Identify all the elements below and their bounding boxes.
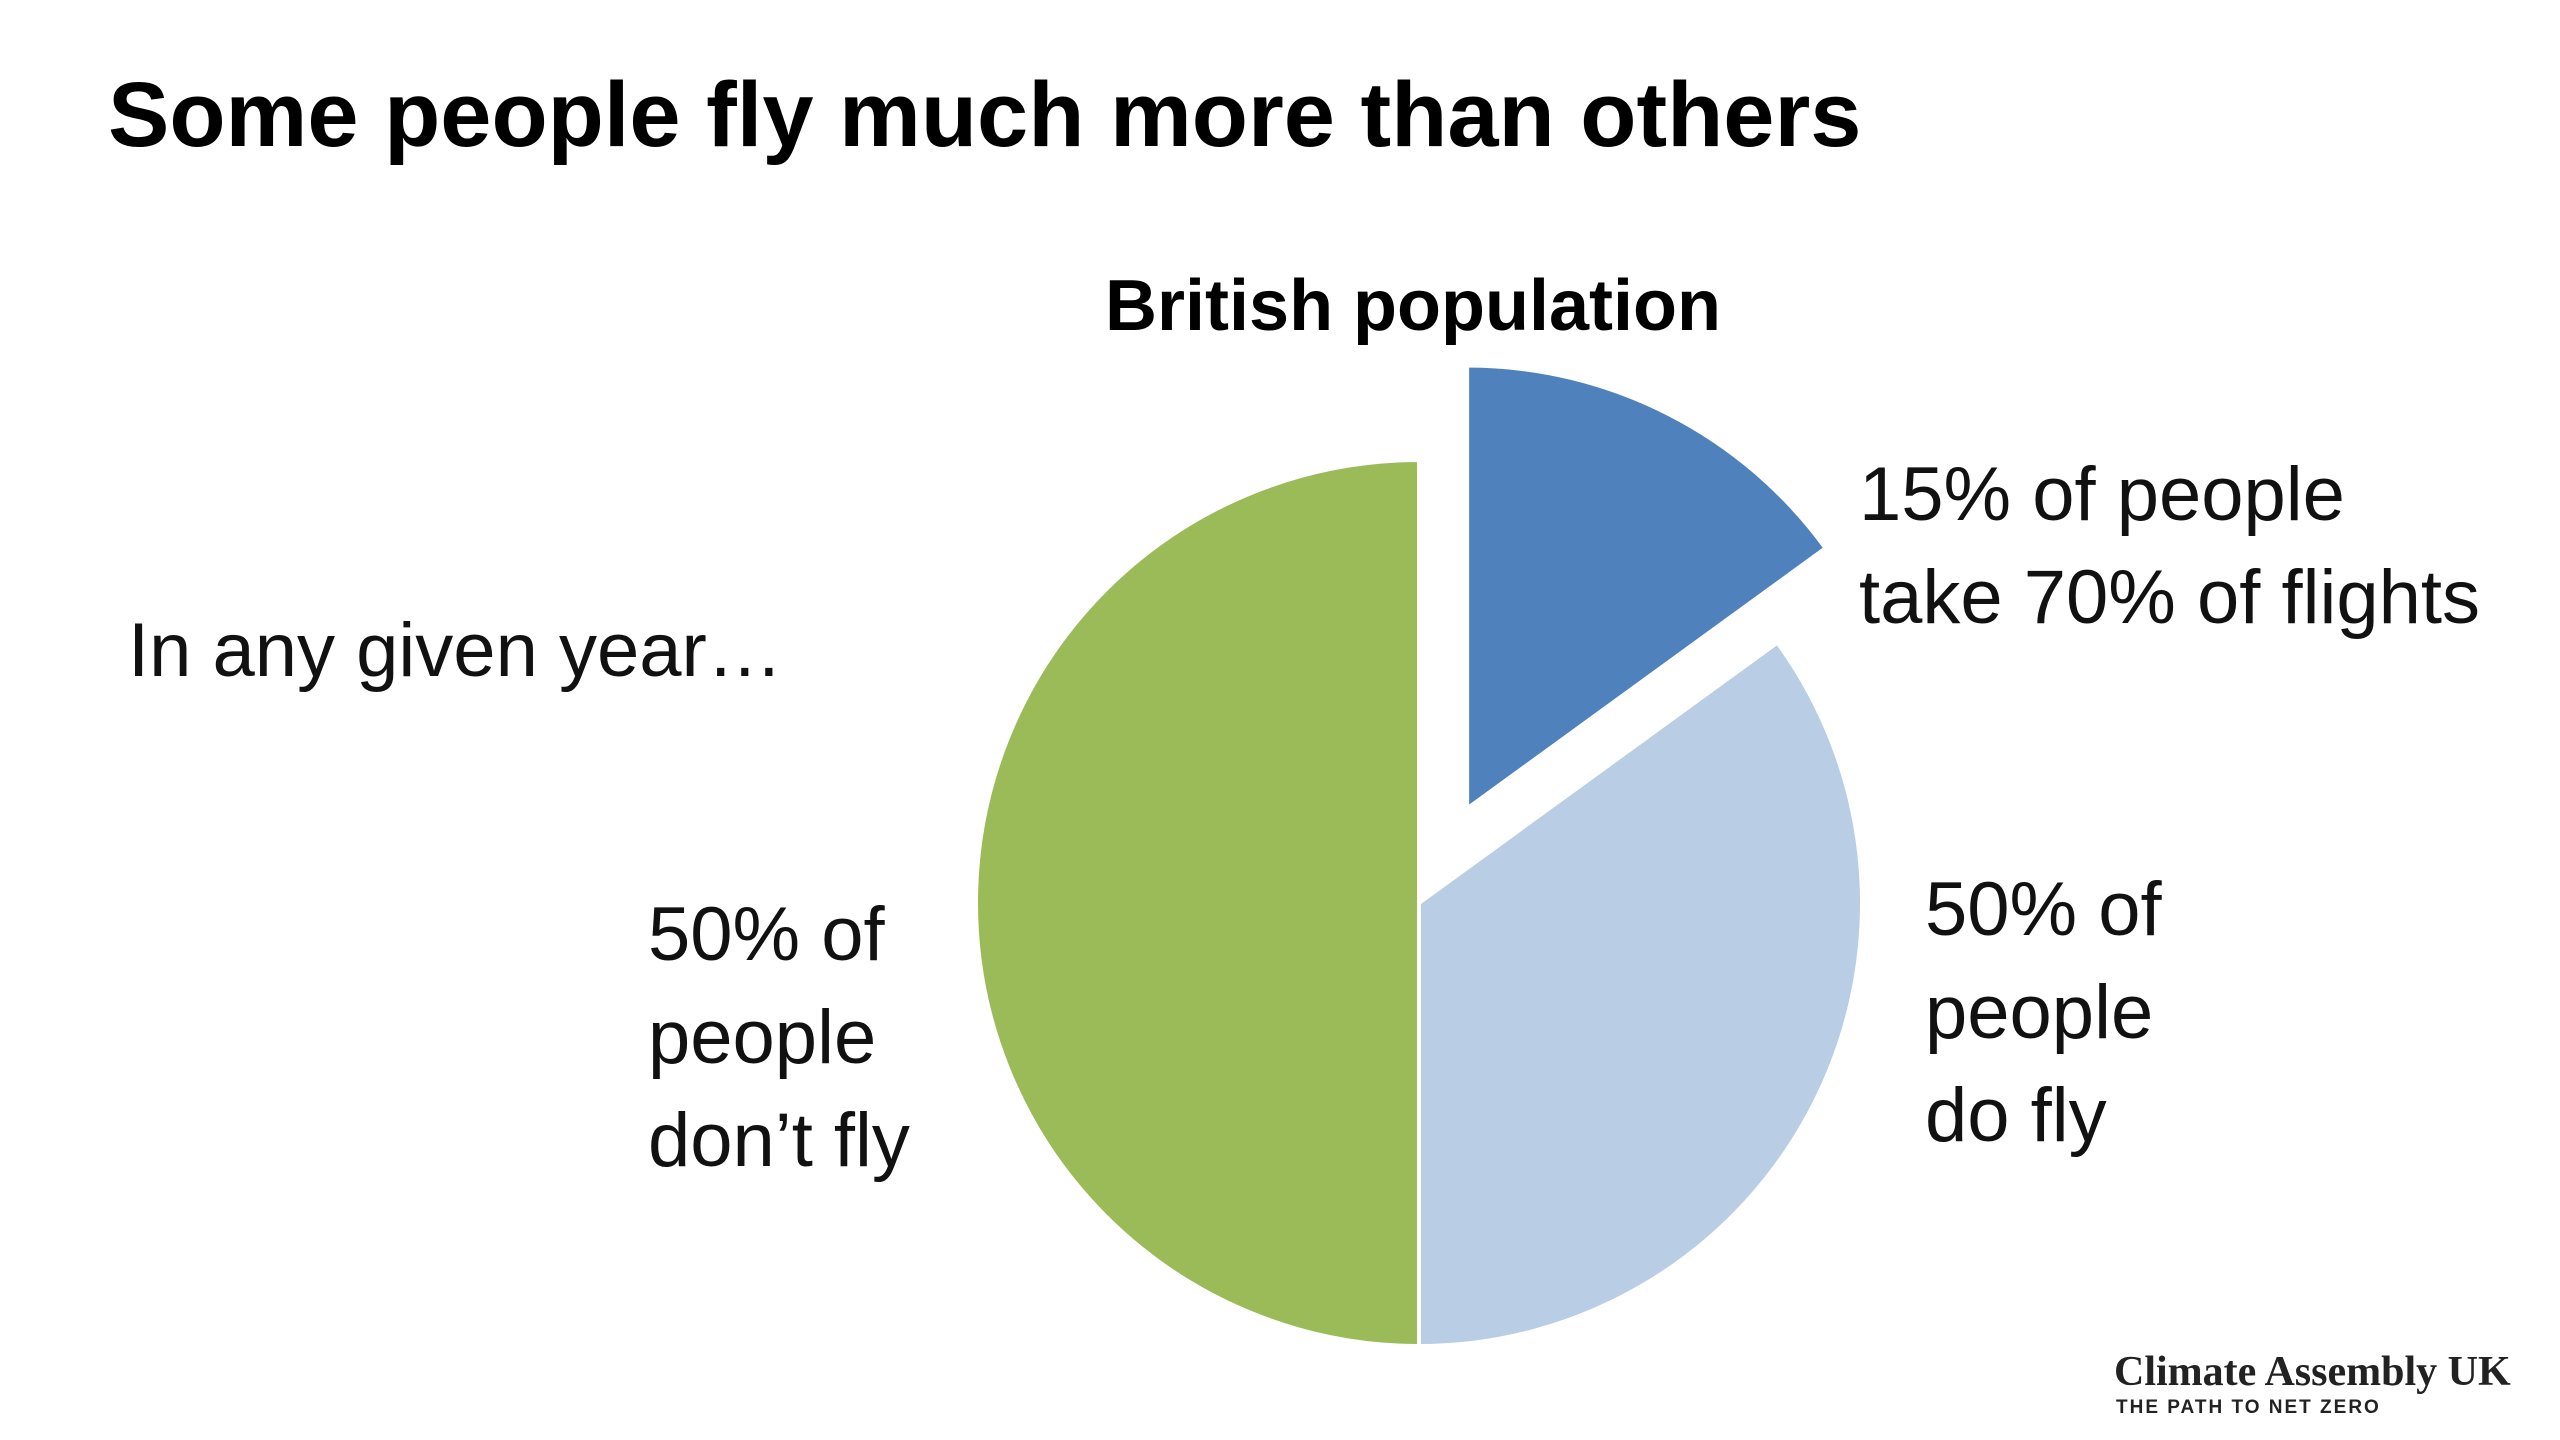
logo: Climate Assembly UK (2114, 1349, 2511, 1395)
annotation-line: people (648, 995, 876, 1080)
pie-slice (1465, 363, 1829, 813)
chart-title: British population (1105, 266, 1721, 346)
annotation-line: people (1925, 970, 2153, 1055)
pie-slice (974, 457, 1421, 1349)
annotation-line: 50% of (648, 892, 885, 977)
tagline: THE PATH TO NET ZERO (2116, 1397, 2381, 1418)
annotation-line: don’t fly (648, 1098, 910, 1183)
annotation-line: take 70% of flights (1859, 555, 2480, 640)
annotations: 15% of people take 70% of flights 50% of pe… (648, 452, 2480, 1183)
annotation-line: 15% of people (1859, 452, 2345, 537)
pie (974, 363, 1864, 1349)
annotation-line: do fly (1925, 1073, 2107, 1158)
annotation-line: 50% of (1925, 867, 2162, 952)
pie-slice (1417, 639, 1864, 1349)
note: In any given year… (128, 608, 783, 693)
slide-title: Some people fly much more than others (108, 64, 1861, 166)
